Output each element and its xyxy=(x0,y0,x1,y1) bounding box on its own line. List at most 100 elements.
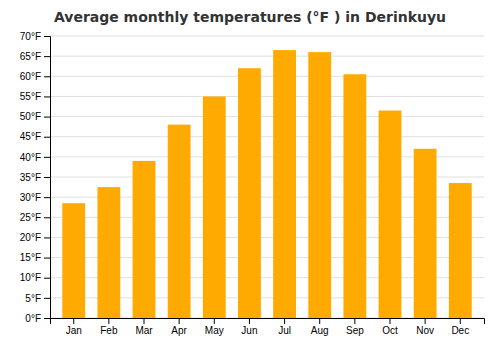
x-tick: Jun xyxy=(241,318,257,336)
x-tick: Apr xyxy=(171,318,187,336)
y-tick-label: 35°F xyxy=(20,172,41,183)
x-tick: Jul xyxy=(278,318,291,336)
y-tick: 20°F xyxy=(20,232,50,243)
bar xyxy=(238,68,261,318)
x-tick: May xyxy=(205,318,224,336)
y-tick-label: 15°F xyxy=(20,252,41,263)
bar xyxy=(379,111,402,318)
x-tick-mark xyxy=(73,318,74,324)
y-tick-mark xyxy=(44,318,50,319)
x-tick-label: Jan xyxy=(66,325,82,336)
y-tick-mark xyxy=(44,96,50,97)
grid xyxy=(50,36,484,318)
x-tick-label: Sep xyxy=(346,325,364,336)
bar xyxy=(203,96,226,318)
grid-line xyxy=(50,96,484,97)
y-tick-mark xyxy=(44,177,50,178)
y-tick-mark xyxy=(44,197,50,198)
y-tick-mark xyxy=(44,76,50,77)
y-tick-label: 55°F xyxy=(20,91,41,102)
bar xyxy=(449,183,472,318)
y-tick: 50°F xyxy=(20,111,50,122)
y-axis-line xyxy=(44,37,51,319)
y-tick-label: 0°F xyxy=(25,313,41,324)
y-tick-mark xyxy=(44,237,50,238)
x-axis: Jan Feb Mar Apr May Jun Jul Aug Sep Oct Nov Dec xyxy=(51,318,485,336)
y-tick-label: 45°F xyxy=(20,131,41,142)
y-tick-mark xyxy=(44,117,50,118)
bar xyxy=(168,125,191,318)
x-tick: Jan xyxy=(66,318,82,336)
x-axis-line xyxy=(51,319,485,325)
grid-line xyxy=(50,36,484,37)
x-tick-mark xyxy=(284,318,285,324)
x-tick: Oct xyxy=(382,318,398,336)
y-tick: 65°F xyxy=(20,51,50,62)
grid-line xyxy=(50,116,484,117)
x-tick-label: Jun xyxy=(241,325,257,336)
y-tick: 10°F xyxy=(20,272,50,283)
bar xyxy=(133,161,156,318)
x-tick-label: Aug xyxy=(311,325,329,336)
x-tick-mark xyxy=(354,318,355,324)
bar xyxy=(273,50,296,318)
x-tick-mark xyxy=(249,318,250,324)
y-tick: 15°F xyxy=(20,252,50,263)
y-tick-mark xyxy=(44,258,50,259)
bar xyxy=(343,74,366,318)
x-tick-mark xyxy=(319,318,320,324)
x-tick-mark xyxy=(108,318,109,324)
grid-line xyxy=(50,76,484,77)
y-tick-mark xyxy=(44,298,50,299)
x-tick: Dec xyxy=(451,318,469,336)
y-tick: 30°F xyxy=(20,192,50,203)
x-tick-label: Apr xyxy=(171,325,187,336)
y-tick: 5°F xyxy=(25,293,50,304)
y-tick: 70°F xyxy=(20,31,50,42)
y-tick-label: 40°F xyxy=(20,152,41,163)
plot: 0°F 5°F 10°F 15°F 20°F 25°F 30°F 35°F 40°F 45°F 50… xyxy=(20,31,485,336)
bars xyxy=(62,50,471,318)
x-tick-mark xyxy=(214,318,215,324)
y-tick-mark xyxy=(44,36,50,37)
y-tick: 25°F xyxy=(20,212,50,223)
title: Average monthly temperatures (°F ) in De… xyxy=(54,9,446,25)
x-tick-mark xyxy=(425,318,426,324)
y-tick-mark xyxy=(44,157,50,158)
x-tick-mark xyxy=(144,318,145,324)
y-tick-label: 5°F xyxy=(25,293,41,304)
y-tick: 60°F xyxy=(20,71,50,82)
x-tick: Mar xyxy=(135,318,153,336)
y-tick: 45°F xyxy=(20,131,50,142)
y-axis: 0°F 5°F 10°F 15°F 20°F 25°F 30°F 35°F 40°F 45°F 50… xyxy=(20,31,51,324)
y-tick-mark xyxy=(44,137,50,138)
y-tick-label: 30°F xyxy=(20,192,41,203)
y-tick-mark xyxy=(44,278,50,279)
x-tick-label: Jul xyxy=(278,325,291,336)
y-tick-label: 70°F xyxy=(20,31,41,42)
y-tick-label: 25°F xyxy=(20,212,41,223)
bar xyxy=(414,149,437,318)
bar xyxy=(62,203,85,318)
y-tick-label: 65°F xyxy=(20,51,41,62)
chart: 0°F 5°F 10°F 15°F 20°F 25°F 30°F 35°F 40°F 45°F 50… xyxy=(0,0,500,350)
y-tick-mark xyxy=(44,217,50,218)
bar xyxy=(97,187,120,318)
y-tick-label: 50°F xyxy=(20,111,41,122)
y-tick: 35°F xyxy=(20,172,50,183)
x-tick: Sep xyxy=(346,318,364,336)
x-tick-mark xyxy=(179,318,180,324)
x-tick: Feb xyxy=(100,318,118,336)
y-tick: 40°F xyxy=(20,152,50,163)
x-tick-label: Feb xyxy=(100,325,118,336)
x-tick-label: Nov xyxy=(416,325,434,336)
x-tick-label: Oct xyxy=(382,325,398,336)
y-tick-label: 60°F xyxy=(20,71,41,82)
y-tick-mark xyxy=(44,56,50,57)
x-tick-label: May xyxy=(205,325,224,336)
y-tick: 55°F xyxy=(20,91,50,102)
x-tick-mark xyxy=(460,318,461,324)
y-tick: 0°F xyxy=(25,313,50,324)
y-tick-label: 10°F xyxy=(20,272,41,283)
x-tick-mark xyxy=(389,318,390,324)
